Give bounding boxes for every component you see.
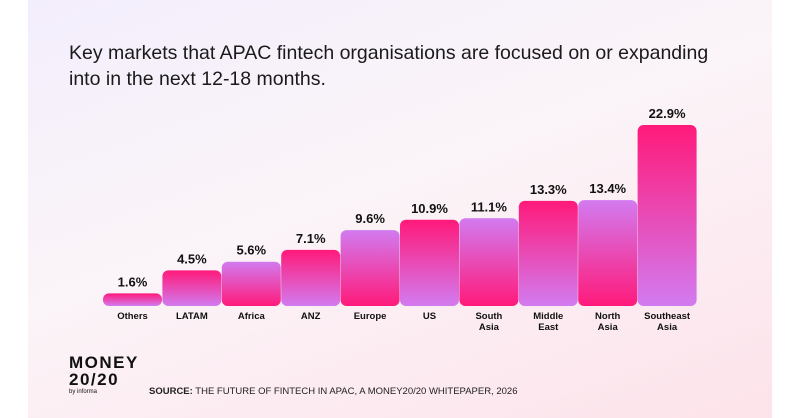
bar-north-asia bbox=[578, 200, 638, 306]
category-label: North Asia bbox=[595, 311, 621, 333]
category-label: South Asia bbox=[475, 311, 502, 333]
logo-line-1: MONEY bbox=[69, 353, 139, 372]
chart-title: Key markets that APAC fintech organisati… bbox=[69, 42, 709, 90]
bar-south-asia bbox=[459, 218, 519, 306]
bar-us bbox=[400, 219, 459, 306]
value-label: 9.6% bbox=[355, 211, 385, 226]
value-label: 13.3% bbox=[530, 182, 567, 197]
value-label: 5.6% bbox=[236, 243, 266, 258]
logo-byline: by informa bbox=[69, 389, 98, 395]
category-label: ANZ bbox=[301, 311, 321, 322]
bar-middle-east bbox=[518, 200, 578, 306]
value-label: 22.9% bbox=[649, 106, 686, 121]
logo-line-2: 20/20 bbox=[69, 370, 120, 389]
bar-chart: 1.6% Others 4.5% LATAM 5.6% Africa 7.1% ANZ 9.6%… bbox=[103, 106, 697, 333]
bar-latam bbox=[162, 270, 222, 306]
source-note: SOURCE: THE FUTURE OF FINTECH IN APAC, A… bbox=[149, 386, 517, 397]
bar-southeast-asia bbox=[637, 125, 697, 306]
value-label: 10.9% bbox=[411, 201, 448, 216]
money2020-logo: MONEY 20/20 by informa bbox=[69, 354, 139, 396]
category-label: Southeast Asia bbox=[644, 311, 691, 333]
source-text: THE FUTURE OF FINTECH IN APAC, A MONEY20… bbox=[195, 386, 518, 397]
category-label: Africa bbox=[238, 311, 266, 322]
bar-anz bbox=[281, 249, 341, 306]
category-label: Europe bbox=[354, 311, 387, 322]
bar-europe bbox=[340, 230, 400, 306]
value-label: 13.4% bbox=[589, 181, 626, 196]
bar-africa bbox=[221, 261, 281, 306]
category-label: LATAM bbox=[176, 311, 208, 322]
bar-others bbox=[103, 293, 162, 306]
value-label: 11.1% bbox=[471, 199, 508, 214]
category-label: Others bbox=[117, 311, 148, 322]
value-label: 4.5% bbox=[177, 251, 207, 266]
category-label: Middle East bbox=[533, 311, 563, 333]
source-prefix: SOURCE: bbox=[149, 386, 193, 397]
value-label: 7.1% bbox=[296, 231, 326, 246]
chart-card: Key markets that APAC fintech organisati… bbox=[28, 0, 772, 418]
category-label: US bbox=[423, 311, 436, 322]
value-label: 1.6% bbox=[118, 274, 148, 289]
